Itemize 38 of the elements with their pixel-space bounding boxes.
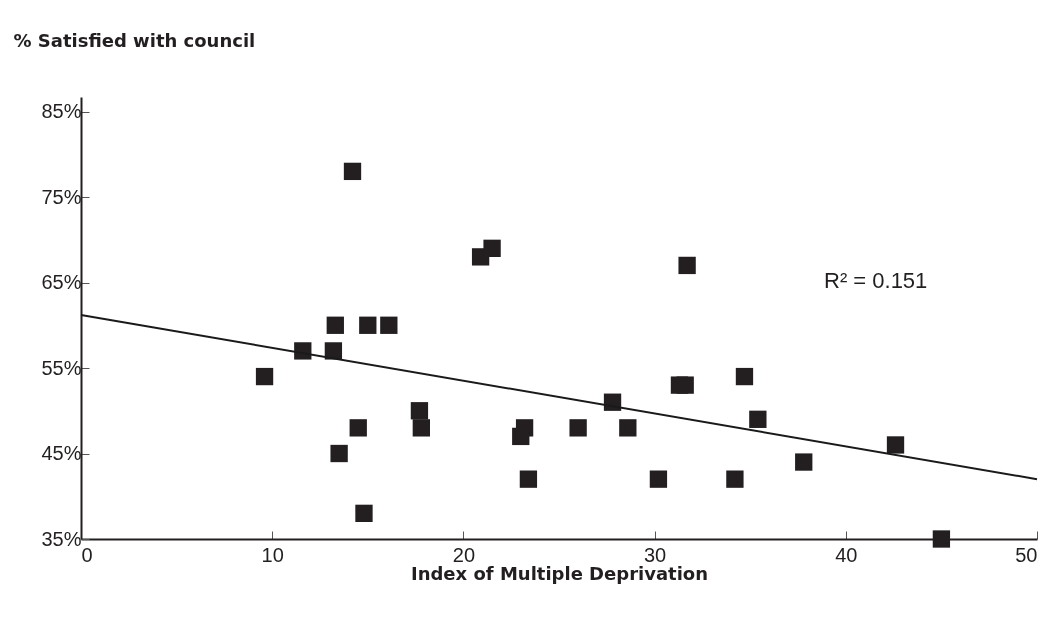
- point: [649, 470, 668, 488]
- point: [324, 342, 343, 360]
- y-tick-label: 45%: [41, 442, 82, 465]
- point: [886, 436, 905, 454]
- y-tick-label: 35%: [41, 527, 82, 550]
- point: [410, 402, 429, 420]
- point: [515, 419, 534, 437]
- point: [676, 376, 694, 394]
- point: [726, 470, 744, 488]
- y-tick-label: 85%: [41, 100, 82, 123]
- y-axis-title: % Satisfied with council: [13, 29, 256, 51]
- x-tick-label: 50: [1015, 543, 1038, 566]
- x-tick-label: 10: [261, 543, 284, 566]
- point: [483, 239, 501, 257]
- point: [735, 367, 754, 386]
- point: [749, 410, 767, 428]
- point: [795, 453, 813, 471]
- point: [330, 444, 348, 463]
- annotation: R² = 0.151: [824, 268, 928, 293]
- y-tick-label: 55%: [41, 356, 82, 379]
- y-tick-label: 65%: [41, 271, 82, 294]
- point: [519, 470, 538, 488]
- point: [349, 419, 367, 437]
- point: [326, 316, 344, 334]
- point: [343, 162, 362, 181]
- point: [678, 256, 696, 275]
- point: [359, 316, 377, 334]
- x-tick-label: 0: [81, 543, 93, 566]
- y-tick-label: 75%: [41, 185, 82, 208]
- point: [412, 419, 430, 437]
- point: [294, 342, 312, 360]
- point: [932, 530, 951, 548]
- point: [355, 504, 373, 523]
- point: [569, 419, 587, 437]
- point: [619, 419, 637, 437]
- point: [255, 367, 274, 386]
- x-tick-label: 40: [835, 543, 858, 566]
- point: [380, 316, 398, 334]
